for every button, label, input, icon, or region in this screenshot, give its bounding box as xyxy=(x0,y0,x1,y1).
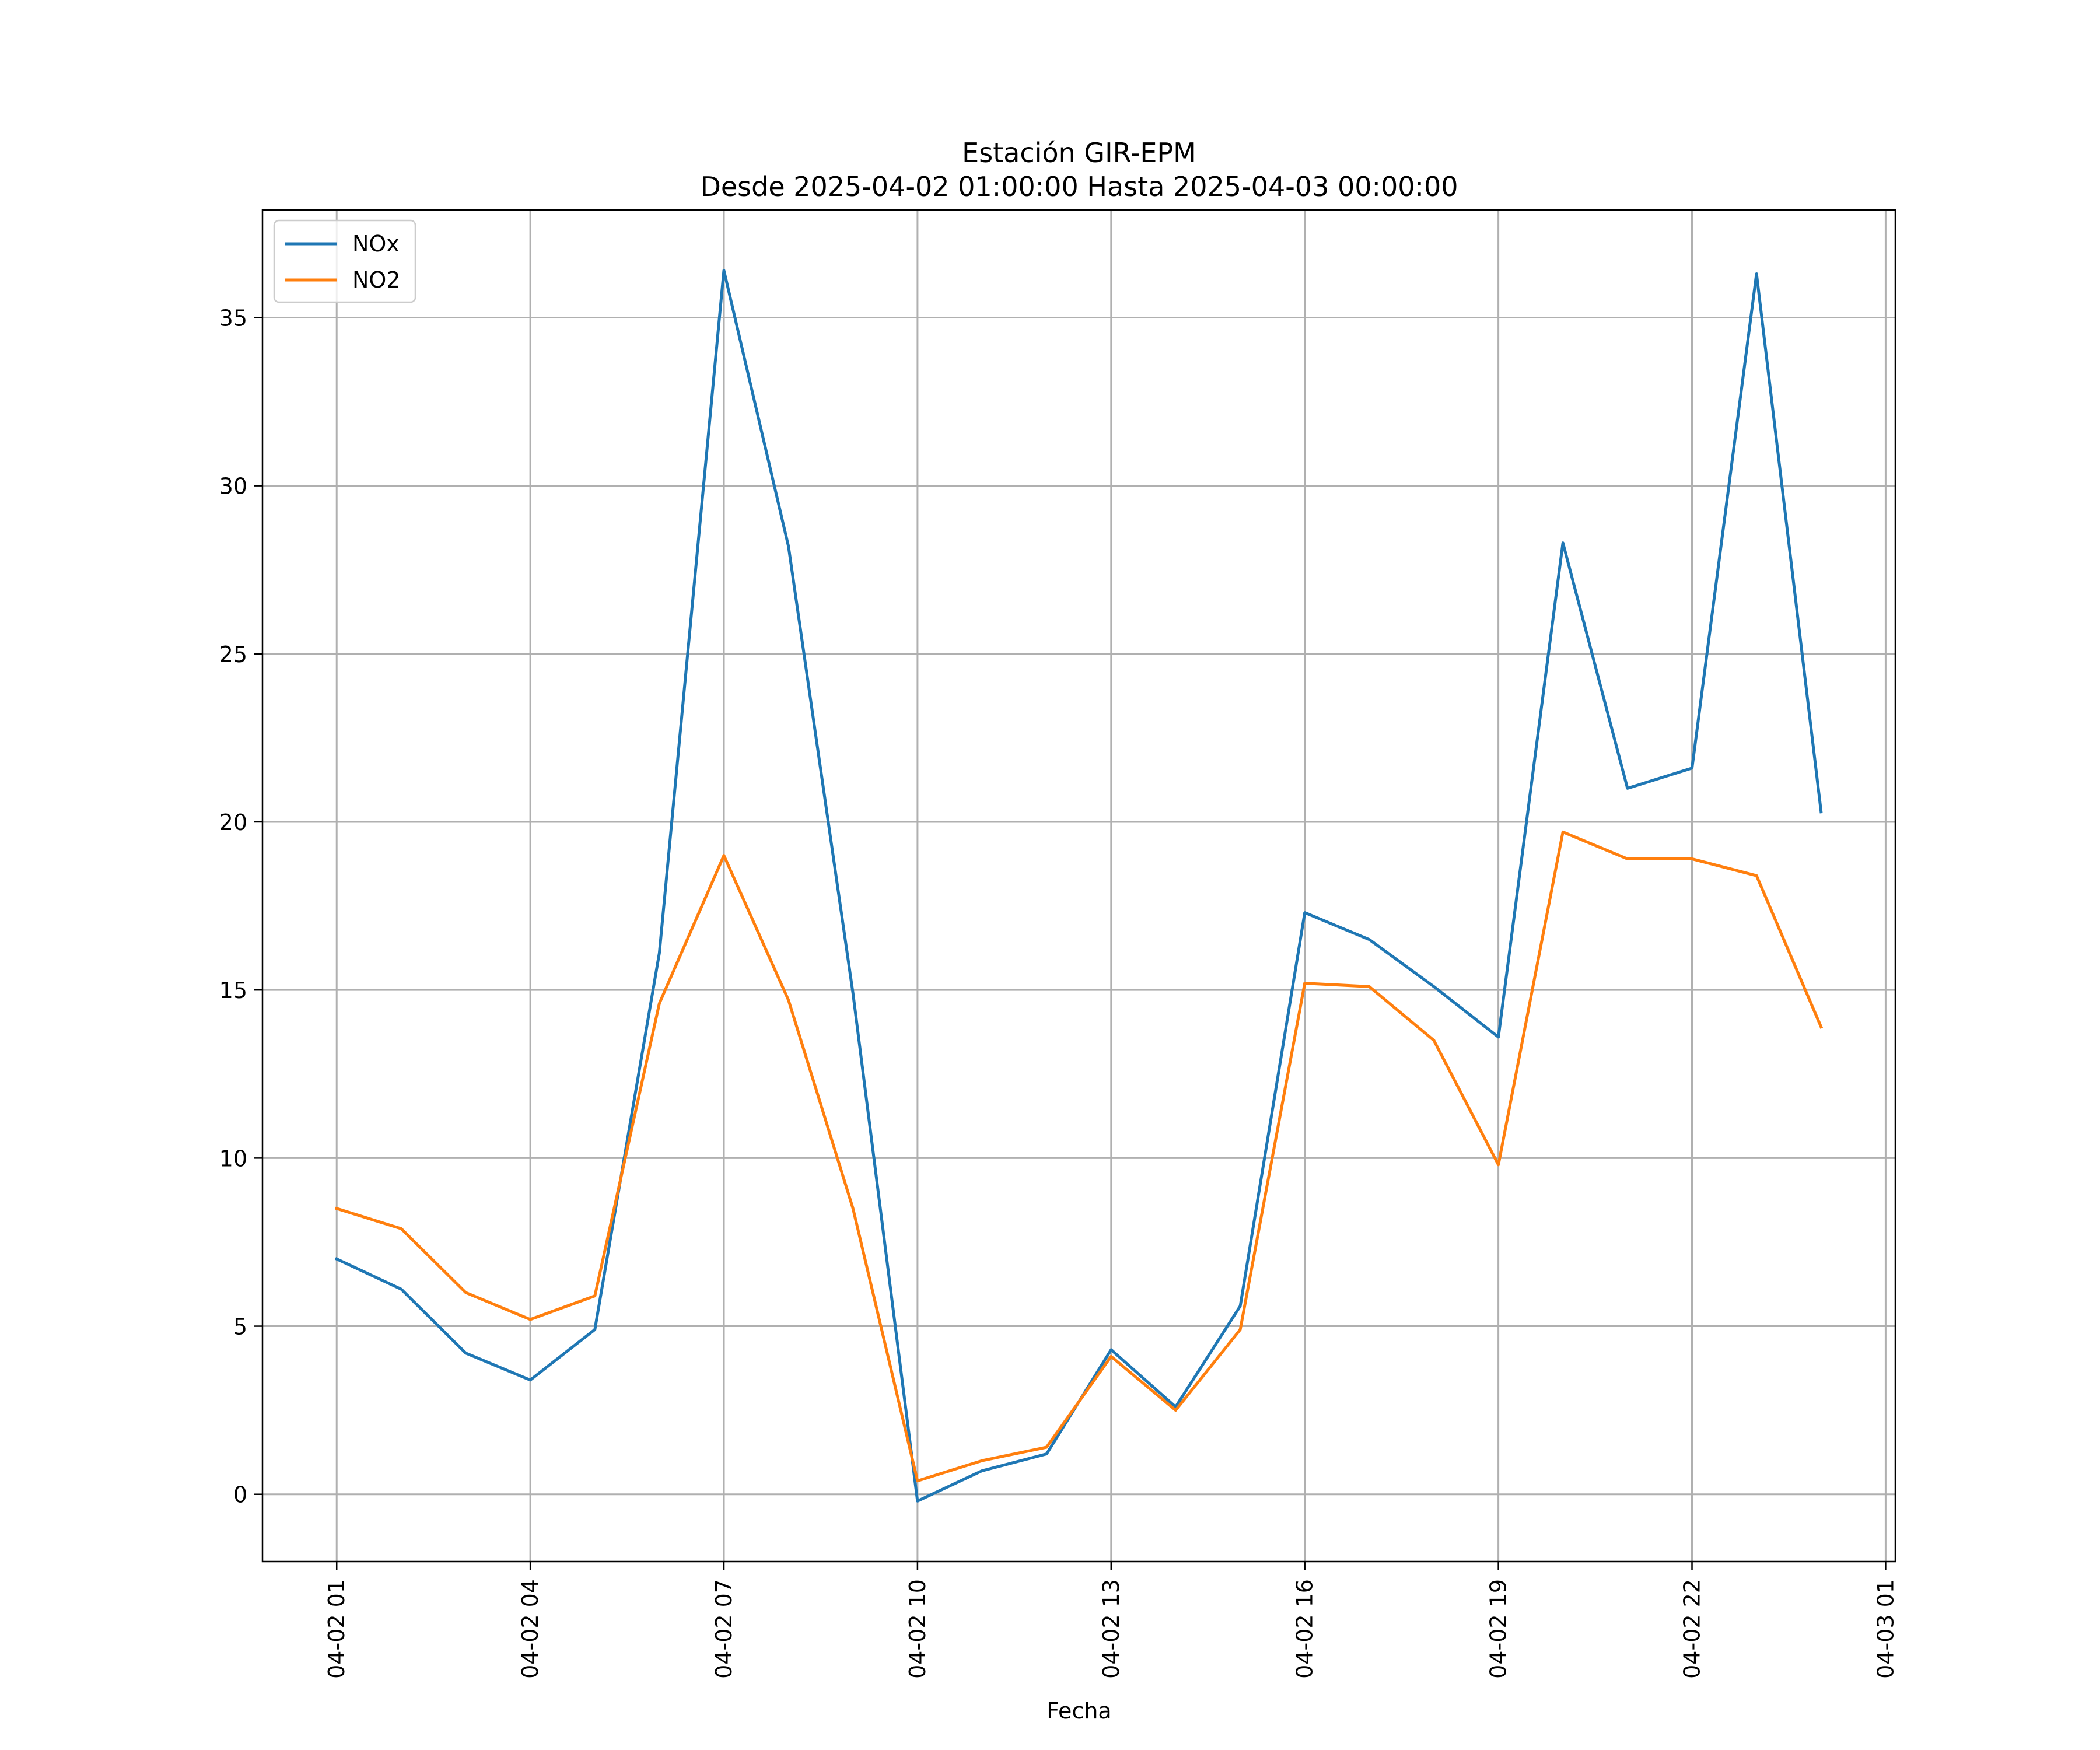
legend-box xyxy=(273,219,416,303)
grid xyxy=(262,210,1895,1562)
y-axis-ticks: 0 5 10 15 20 25 30 35 xyxy=(219,305,262,1508)
y-tick-label: 30 xyxy=(219,474,247,499)
chart-title: Estación GIR-EPM xyxy=(962,137,1196,169)
x-tick-label: 04-02 13 xyxy=(1098,1579,1124,1679)
x-tick-label: 04-02 10 xyxy=(905,1579,930,1679)
y-tick-label: 10 xyxy=(219,1146,247,1171)
y-tick-label: 15 xyxy=(219,978,247,1003)
plot-frame xyxy=(261,209,1896,1563)
y-tick-label: 35 xyxy=(219,305,247,331)
x-tick-label: 04-02 01 xyxy=(324,1579,349,1679)
y-tick-label: 5 xyxy=(233,1314,247,1340)
x-tick-label: 04-02 19 xyxy=(1486,1579,1511,1679)
y-tick-label: 0 xyxy=(233,1482,247,1508)
y-tick-label: 20 xyxy=(219,810,247,835)
x-tick-label: 04-02 16 xyxy=(1292,1579,1318,1679)
chart-subtitle: Desde 2025-04-02 01:00:00 Hasta 2025-04-… xyxy=(700,171,1458,202)
legend-label-nox: NOx xyxy=(352,231,400,257)
x-axis-ticks: 04-02 01 04-02 04 04-02 07 04-02 10 04-02 13… xyxy=(324,1562,1898,1679)
x-tick-label: 04-02 07 xyxy=(711,1579,737,1679)
x-tick-label: 04-02 04 xyxy=(517,1579,543,1679)
legend: NOx NO2 xyxy=(273,219,416,303)
series-lines xyxy=(334,269,1824,1503)
x-tick-label: 04-03 01 xyxy=(1873,1579,1898,1679)
x-axis-label: Fecha xyxy=(1046,1698,1111,1724)
x-tick-label: 04-02 22 xyxy=(1679,1579,1705,1679)
series-line-no2 xyxy=(335,830,1824,1483)
y-tick-label: 25 xyxy=(219,642,247,667)
legend-label-no2: NO2 xyxy=(352,267,401,293)
